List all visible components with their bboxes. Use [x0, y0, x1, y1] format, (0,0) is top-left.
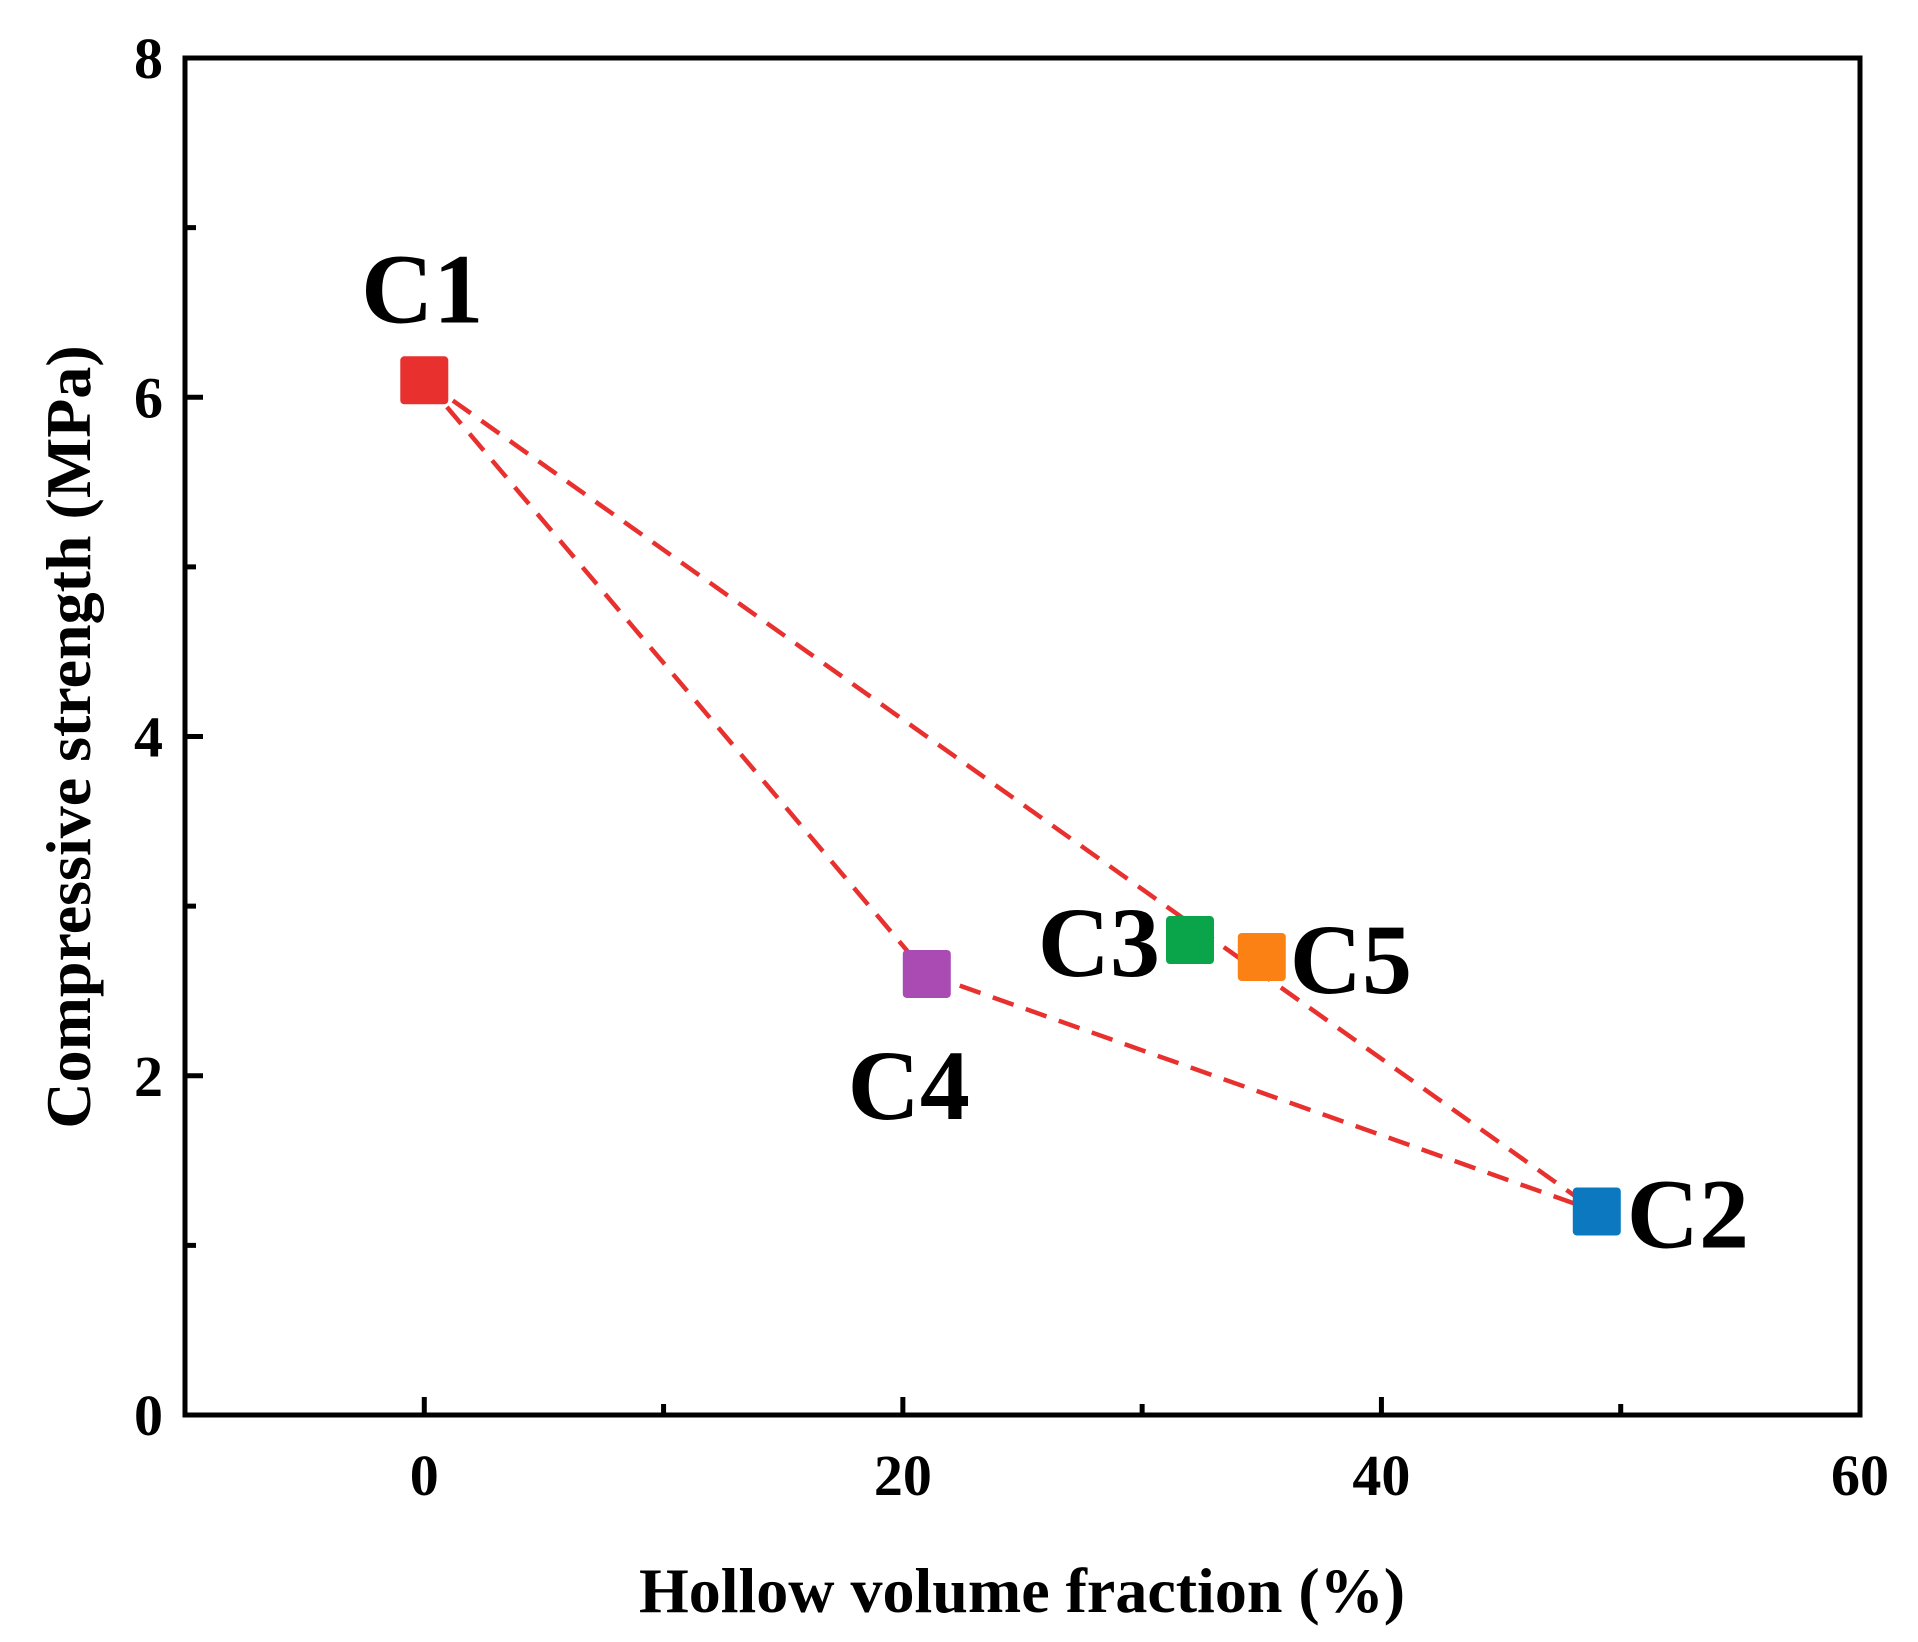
x-tick-label-20: 20 — [874, 1443, 932, 1508]
data-point-c2 — [1572, 1187, 1621, 1236]
y-tick-label-8: 8 — [134, 26, 163, 91]
axis-ticks: 0 20 40 60 0 2 4 6 8 — [134, 26, 1889, 1508]
point-label-c5: C5 — [1290, 904, 1412, 1015]
trend-lines — [422, 378, 1599, 1214]
y-tick-label-0: 0 — [134, 1383, 163, 1448]
data-points — [400, 356, 1621, 1236]
point-label-c2: C2 — [1627, 1158, 1749, 1269]
y-tick-label-6: 6 — [134, 365, 163, 430]
x-axis-title: Hollow volume fraction (%) — [639, 1555, 1405, 1626]
data-point-c1 — [400, 356, 449, 405]
y-tick-label-2: 2 — [134, 1044, 163, 1109]
point-label-c4: C4 — [848, 1030, 970, 1141]
trend-line-c4-c2 — [926, 971, 1598, 1214]
x-tick-label-40: 40 — [1352, 1443, 1410, 1508]
point-label-c3: C3 — [1038, 887, 1160, 998]
y-axis-title: Compressive strength (MPa) — [33, 345, 104, 1128]
trend-line-c1-c2 — [422, 378, 1599, 1214]
trend-line-c1-c4 — [422, 378, 929, 976]
y-tick-label-4: 4 — [134, 705, 163, 770]
x-tick-label-60: 60 — [1831, 1443, 1889, 1508]
point-labels: C1 C2 C3 C4 C5 — [361, 233, 1749, 1269]
data-point-c3 — [1166, 916, 1214, 965]
data-point-c4 — [902, 949, 951, 998]
x-tick-label-0: 0 — [410, 1443, 439, 1508]
point-label-c1: C1 — [361, 233, 483, 344]
data-point-c5 — [1237, 933, 1286, 982]
